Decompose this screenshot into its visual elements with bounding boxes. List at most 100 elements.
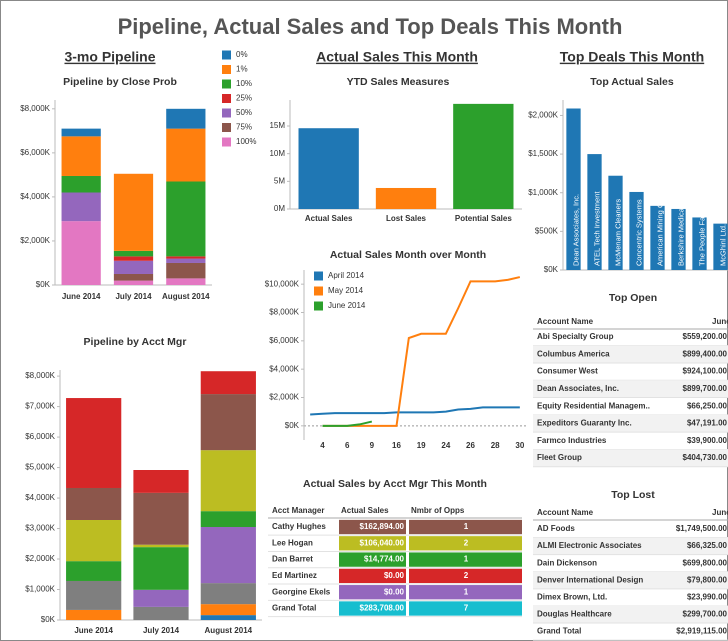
cell-fill (409, 552, 522, 567)
y-tick-label: $10,000K (265, 279, 300, 288)
table-cell: Abi Specialty Group (537, 332, 614, 341)
y-tick-label: $2,000K (20, 236, 50, 245)
row-band (533, 449, 728, 467)
legend-swatch (222, 123, 231, 132)
table-cell: $559,200.00 (683, 332, 728, 341)
table-cell: $23,990.00 (687, 593, 728, 602)
legend-swatch (222, 108, 231, 118)
chart-title: Top Actual Sales (590, 76, 674, 88)
bar-label: McMenam Cleaners (613, 199, 622, 266)
y-tick-label: $1,000K (528, 188, 558, 197)
legend-label: June 2014 (328, 301, 366, 310)
table-cell: Georgine Ekels (272, 587, 331, 596)
table-title: Top Open (609, 292, 657, 304)
bar-segment (200, 615, 256, 620)
bar-segment (66, 398, 122, 488)
table-cell: $39,900.00 (687, 436, 728, 445)
bar-segment (113, 250, 154, 257)
x-tick-label: July 2014 (143, 626, 180, 635)
x-tick-label: 26 (466, 441, 475, 450)
table-title: Actual Sales by Acct Mgr This Month (303, 478, 487, 490)
x-tick-label: August 2014 (162, 292, 210, 301)
chart-title: Pipeline by Close Prob (63, 76, 177, 88)
table-cell: Dain Dickenson (537, 558, 597, 567)
table-cell: Grand Total (537, 627, 581, 636)
table-cell: AD Foods (537, 524, 575, 533)
y-tick-label: $2,000K (25, 554, 55, 563)
column-header: June (712, 508, 728, 517)
table-cell: 1 (464, 522, 469, 531)
y-tick-label: 15M (269, 121, 285, 130)
x-tick-label: June 2014 (62, 292, 101, 301)
bar-segment (61, 192, 101, 222)
table-cell: $283,708.00 (360, 604, 405, 613)
bar-segment (66, 609, 122, 620)
bar-segment (113, 273, 154, 281)
table-cell: $66,325.00 (687, 541, 728, 550)
x-tick-label: 30 (515, 441, 524, 450)
bar-segment (66, 487, 122, 520)
y-tick-label: $6,000K (20, 148, 50, 157)
cell-fill (339, 601, 406, 616)
bar (650, 205, 665, 270)
bar-label: Concentric Systems (634, 199, 643, 266)
table-cell: 1 (464, 555, 469, 564)
bar-segment (61, 128, 101, 137)
x-tick-label: August 2014 (205, 626, 253, 635)
bar (629, 191, 644, 270)
table-cell: Douglas Healthcare (537, 610, 612, 619)
bar-segment (166, 262, 206, 279)
x-tick-label: June 2014 (74, 626, 113, 635)
x-tick-label: 24 (441, 441, 450, 450)
table-cell: $924,100.00 (683, 367, 728, 376)
column-header: Actual Sales (341, 506, 389, 515)
dashboard-title: Pipeline, Actual Sales and Top Deals Thi… (118, 14, 623, 39)
legend-swatch (222, 94, 231, 103)
cell-fill (339, 519, 406, 535)
row-band (533, 414, 728, 433)
bar-segment (200, 583, 256, 605)
bar-segment (133, 606, 189, 620)
bar-segment (113, 280, 154, 285)
table-cell: Denver International Design (537, 575, 643, 584)
y-tick-label: $4,000K (20, 192, 50, 201)
bar-segment (133, 547, 189, 590)
y-tick-label: $500K (535, 226, 559, 235)
bar-segment (133, 589, 189, 607)
cell-fill (339, 536, 406, 551)
bar (298, 128, 359, 209)
y-tick-label: $2,000K (528, 111, 558, 120)
bar-segment (133, 544, 189, 548)
table-cell: ALMI Electronic Associates (537, 541, 642, 550)
section-header: Actual Sales This Month (316, 49, 478, 65)
bar (671, 208, 686, 270)
bar-segment (200, 604, 256, 616)
legend-label: 100% (236, 137, 256, 146)
legend-swatch (314, 286, 323, 296)
table-cell: Expeditors Guaranty Inc. (537, 419, 632, 428)
y-tick-label: $8,000K (269, 308, 299, 317)
y-tick-label: $2,000K (269, 393, 299, 402)
table-cell: Farmco Industries (537, 436, 607, 445)
table-cell: $404,730.00 (683, 453, 728, 462)
bar (713, 223, 728, 270)
row-band (533, 571, 728, 589)
bar-segment (166, 181, 206, 257)
y-tick-label: $7,000K (25, 402, 55, 411)
bar-segment (200, 511, 256, 528)
table-cell: 2 (464, 538, 469, 547)
x-tick-label: Potential Sales (455, 214, 512, 223)
legend-label: May 2014 (328, 286, 364, 295)
y-tick-label: 10M (269, 149, 285, 158)
y-tick-label: $0K (544, 265, 559, 274)
x-tick-label: 16 (392, 441, 401, 450)
line-series (310, 406, 520, 416)
table-cell: $1,749,500.00 (676, 524, 728, 533)
column-header: Nmbr of Opps (411, 506, 465, 515)
legend-label: 75% (236, 123, 252, 132)
bar-segment (133, 492, 189, 545)
cell-fill (409, 536, 522, 551)
table-cell: $47,191.00 (687, 419, 728, 428)
x-tick-label: 19 (417, 441, 426, 450)
